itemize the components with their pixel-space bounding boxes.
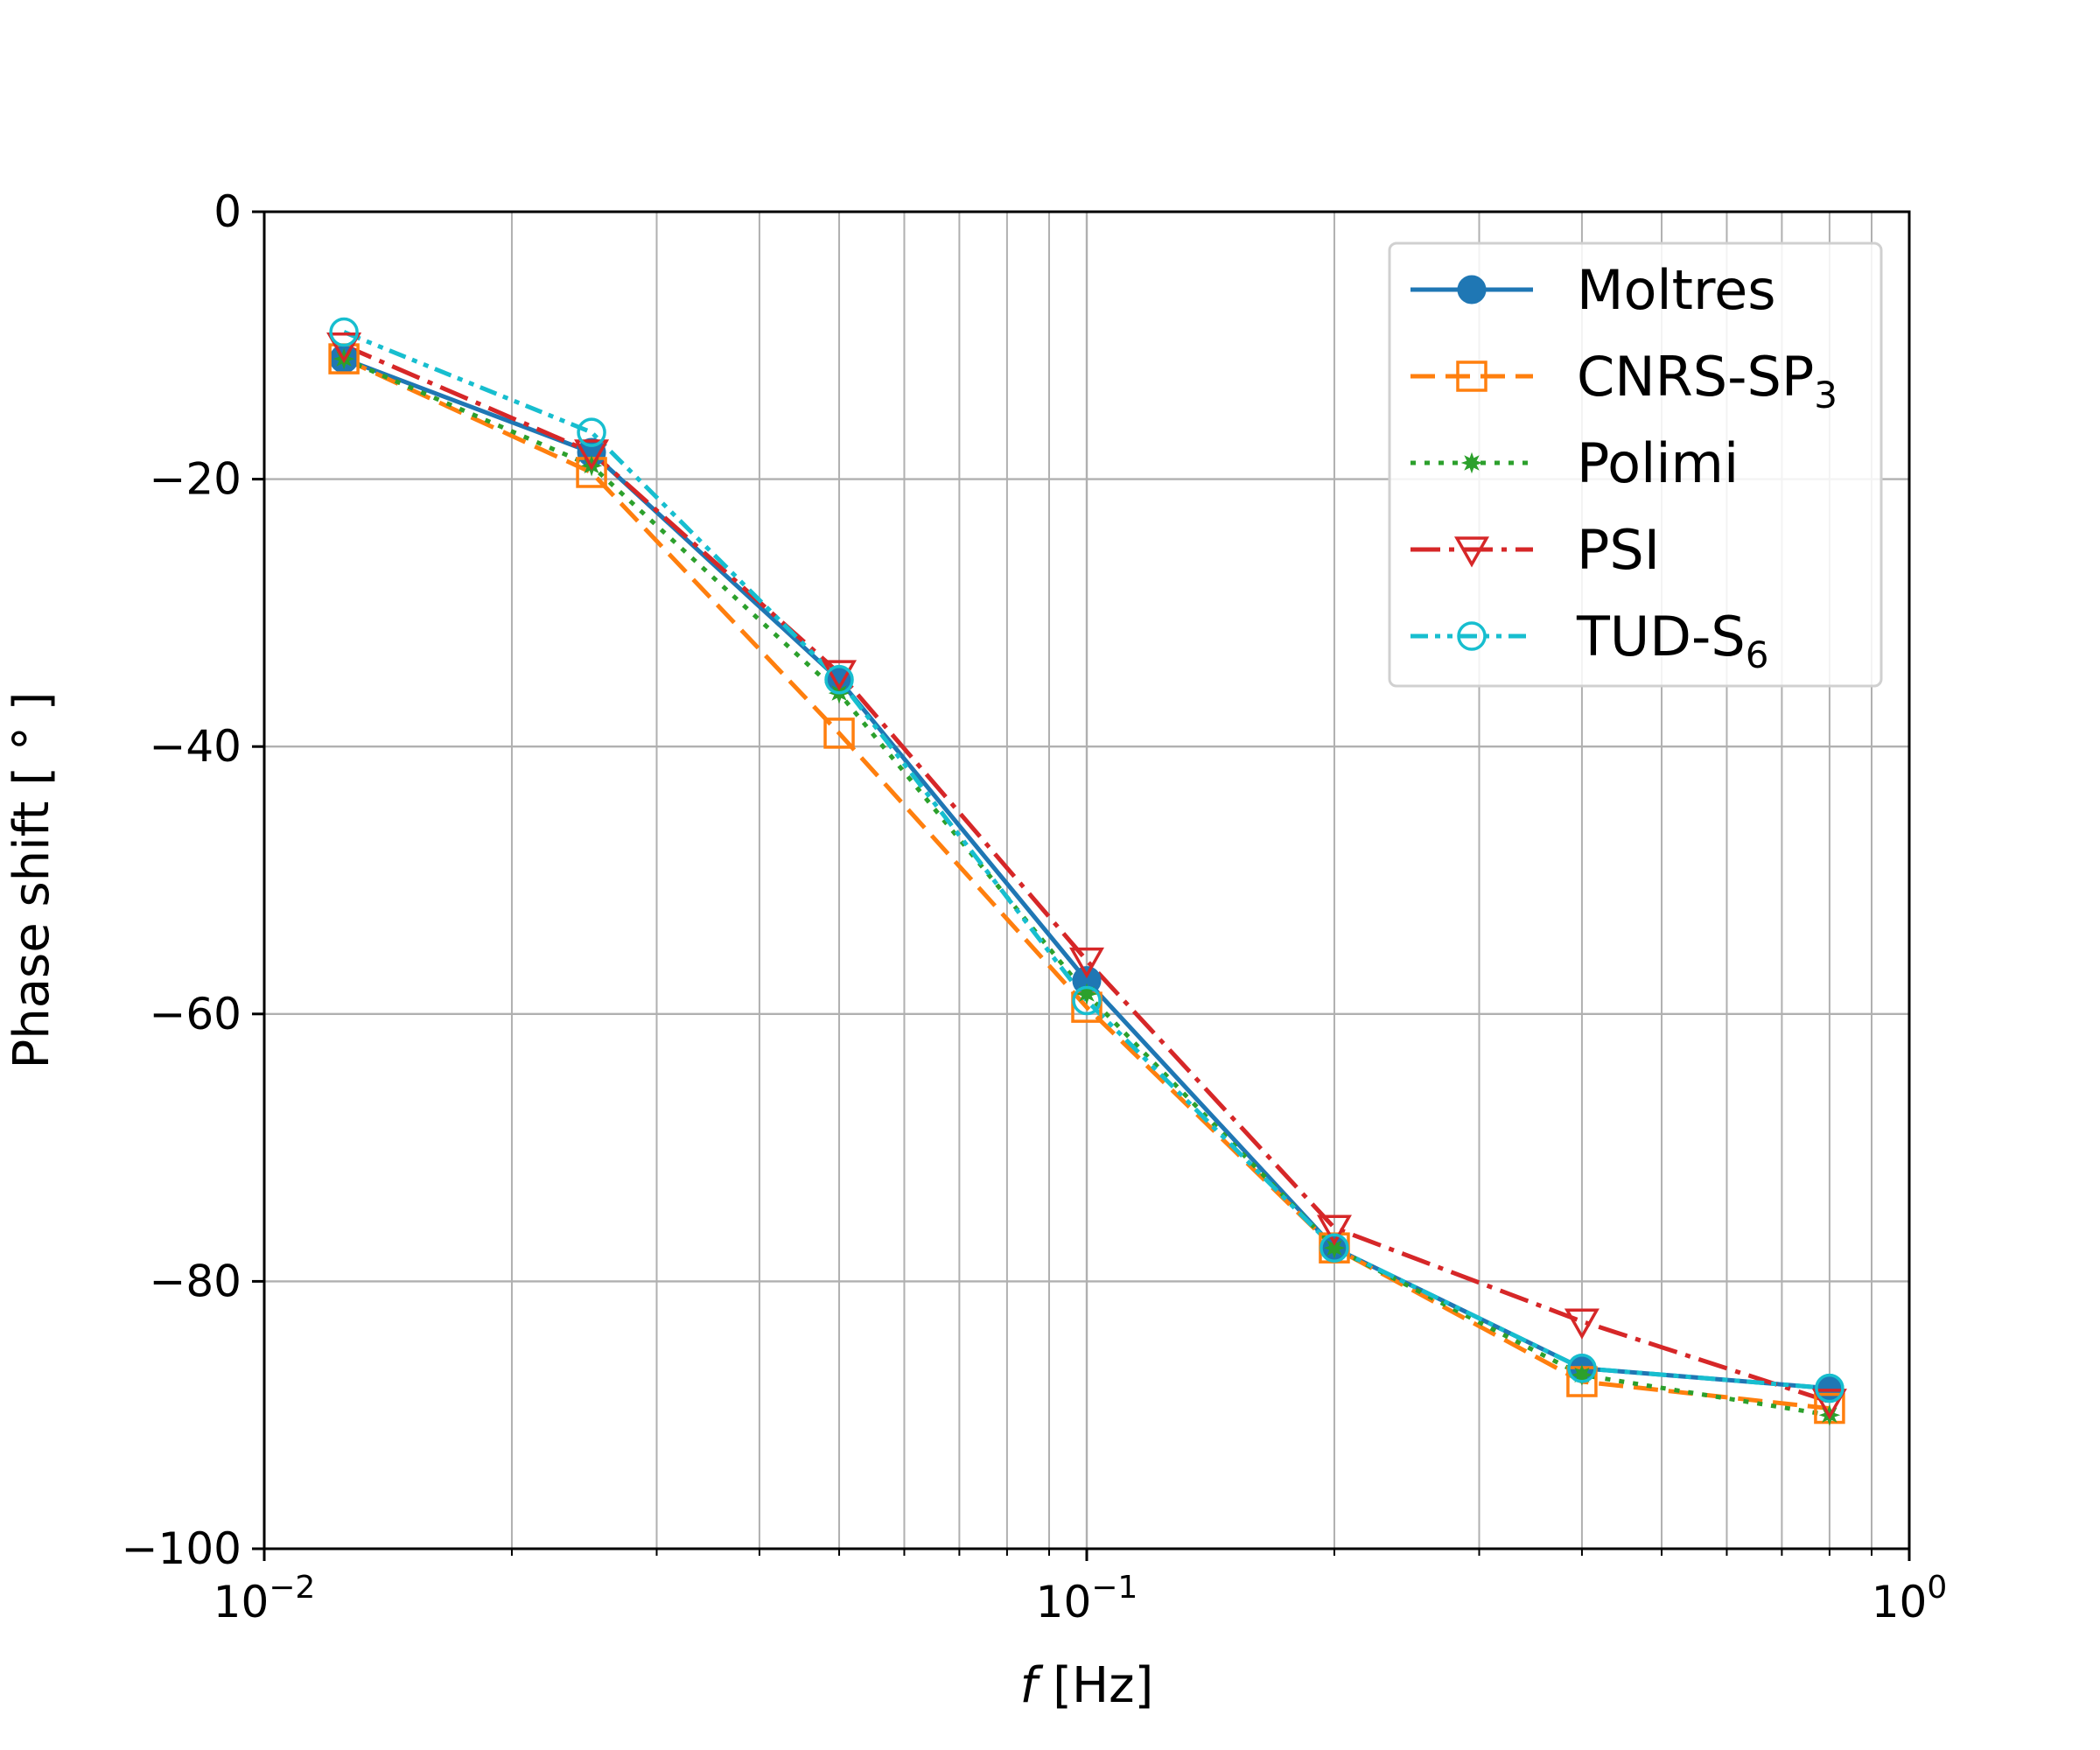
data-point-3 [1811,1389,1847,1420]
x-axis-label: f [Hz] [1020,1657,1154,1714]
data-point-2 [1323,1236,1346,1259]
data-point-4 [824,665,854,695]
legend-marker [1457,621,1487,651]
legend-marker [1453,536,1490,568]
y-tick-label: −80 [149,1256,242,1306]
x-tick-label: 10−1 [1036,1570,1138,1628]
series-markers [326,317,1847,1426]
data-point-3 [1068,947,1105,979]
y-tick-label: −20 [149,454,242,505]
legend-marker [1456,360,1488,392]
data-point-3 [326,332,362,364]
data-point-4 [329,317,359,347]
data-point-3 [1564,1308,1600,1340]
y-tick-label: −40 [149,721,242,772]
legend-label: Moltres [1577,258,1776,322]
x-tick-label: 10−2 [214,1570,316,1628]
legend-label: Polimi [1577,431,1739,495]
y-axis-label: Phase shift [ ° ] [4,691,60,1068]
data-point-4 [1567,1353,1597,1383]
y-tick-label: 0 [214,186,242,237]
legend-label: TUD-S6 [1576,605,1768,676]
legend-label: PSI [1577,518,1660,582]
x-tick-label: 100 [1872,1570,1948,1628]
legend-box [1388,242,1883,688]
legend-marker [1460,452,1483,474]
data-point-3 [574,439,610,471]
data-point-3 [822,660,858,691]
legend: Moltres CNRS-SP3 Polimi PSI TUD-S6 [1388,242,1883,688]
y-tick-label: −100 [122,1523,242,1574]
data-point-4 [1815,1373,1844,1404]
data-point-3 [1316,1214,1352,1246]
axis-ticks [252,210,1911,1561]
grid-lines [262,210,1911,1550]
data-point-4 [1320,1233,1349,1263]
data-point-4 [1072,985,1102,1016]
data-point-1 [823,718,855,749]
y-tick-label: −60 [149,989,242,1040]
data-point-4 [577,417,606,447]
legend-label: CNRS-SP3 [1577,345,1838,416]
legend-marker [1457,275,1487,304]
